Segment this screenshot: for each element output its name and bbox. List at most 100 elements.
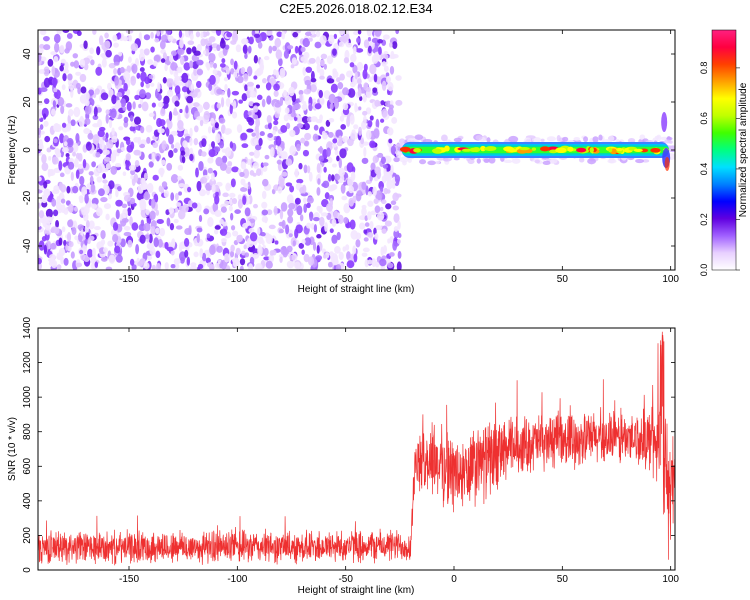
- heatmap-cell: [349, 62, 355, 68]
- heatmap-cell: [223, 200, 230, 207]
- heatmap-cell: [389, 252, 395, 257]
- heatmap-cell: [126, 101, 132, 112]
- heatmap-cell: [139, 234, 146, 244]
- heatmap-cell: [592, 136, 599, 143]
- heatmap-cell: [59, 44, 65, 54]
- heatmap-cell: [168, 54, 174, 63]
- heatmap-cell: [239, 171, 245, 178]
- heatmap-cell: [367, 191, 372, 197]
- heatmap-cell: [173, 258, 181, 265]
- heatmap-cell: [284, 95, 292, 106]
- heatmap-cell: [281, 171, 288, 177]
- heatmap-cell: [130, 169, 136, 176]
- heatmap-cell: [304, 79, 312, 86]
- heatmap-cell: [201, 138, 207, 147]
- heatmap-cell: [453, 137, 462, 143]
- heatmap-cell: [70, 251, 75, 259]
- heatmap-cell: [578, 157, 585, 163]
- heatmap-cell: [177, 120, 184, 130]
- heatmap-cell: [292, 31, 299, 38]
- heatmap-cell: [511, 158, 521, 164]
- heatmap-cell: [256, 94, 263, 101]
- heatmap-cell: [221, 238, 227, 243]
- heatmap-cell: [210, 117, 215, 124]
- heatmap-cell: [234, 209, 241, 214]
- heatmap-cell: [385, 203, 392, 210]
- heatmap-cell: [147, 59, 154, 65]
- heatmap-cell: [319, 114, 323, 122]
- heatmap-cell: [358, 126, 363, 136]
- heatmap-cell: [435, 160, 440, 165]
- heatmap-cell: [335, 264, 342, 270]
- heatmap-cell: [84, 118, 91, 125]
- heatmap-cell: [105, 213, 110, 221]
- heatmap-cell: [338, 135, 343, 144]
- heatmap-cell: [115, 254, 123, 263]
- snr-x-ticks: -150 -100 -50 0 50 100: [119, 328, 679, 585]
- heatmap-cell: [226, 32, 233, 38]
- colorbar-tick-label: 0.6: [699, 112, 709, 125]
- heatmap-cell: [280, 151, 288, 160]
- heatmap-cell: [367, 120, 373, 128]
- heatmap-cell: [281, 219, 286, 230]
- heatmap-cell: [196, 233, 200, 244]
- heatmap-cell: [219, 140, 225, 149]
- heatmap-cell: [266, 209, 273, 216]
- heatmap-cell: [179, 242, 183, 253]
- heatmap-cell: [43, 120, 49, 127]
- heatmap-cell: [67, 145, 74, 153]
- heatmap-cell: [316, 205, 321, 212]
- heatmap-cell: [661, 112, 668, 132]
- heatmap-cell: [259, 131, 265, 137]
- heatmap-cell: [320, 212, 328, 217]
- heatmap-cell: [386, 189, 391, 194]
- heatmap-cell: [608, 135, 615, 142]
- heatmap-cell: [104, 32, 109, 39]
- heatmap-cell: [161, 159, 166, 166]
- heatmap-cell: [353, 30, 360, 36]
- heatmap-cell: [319, 216, 325, 227]
- heatmap-cell: [129, 125, 136, 132]
- heatmap-cell: [391, 117, 398, 124]
- heatmap-cell: [252, 114, 259, 120]
- heatmap-cell: [125, 30, 134, 34]
- heatmap-cell: [342, 87, 349, 96]
- heatmap-cell: [131, 222, 139, 231]
- heatmap-cell: [193, 50, 201, 56]
- heatmap-cell: [333, 210, 339, 219]
- heatmap-cell: [273, 120, 279, 126]
- heatmap-cell: [261, 190, 267, 200]
- heatmap-cell: [395, 75, 402, 81]
- heatmap-cell: [355, 48, 364, 53]
- heatmap-cell: [326, 78, 335, 84]
- heatmap-cell: [346, 162, 354, 173]
- heatmap-cell: [118, 126, 124, 131]
- heatmap-cell: [255, 30, 260, 35]
- heatmap-peak: [461, 148, 472, 152]
- heatmap-cell: [286, 245, 293, 253]
- heatmap-cell: [209, 74, 216, 86]
- heatmap-cell: [252, 252, 260, 259]
- heatmap-cell: [205, 31, 210, 36]
- heatmap-cell: [112, 234, 119, 243]
- heatmap-cell: [380, 156, 386, 165]
- heatmap-cell: [192, 102, 200, 107]
- colorbar-scale: [711, 29, 737, 271]
- heatmap-cell: [160, 58, 166, 63]
- heatmap-cell: [145, 209, 150, 216]
- heatmap-cell: [664, 157, 670, 171]
- heatmap-cell: [363, 39, 370, 49]
- heatmap-cell: [214, 194, 220, 205]
- x-tick-label: -100: [227, 274, 247, 285]
- heatmap-cell: [141, 101, 149, 112]
- heatmap-cell: [38, 69, 45, 74]
- heatmap-cell: [275, 135, 282, 147]
- heatmap-cell: [253, 149, 260, 159]
- heatmap-cell: [407, 157, 412, 163]
- heatmap-cell: [214, 225, 221, 230]
- x-tick-label: -100: [227, 574, 247, 585]
- heatmap-cell: [205, 257, 211, 264]
- heatmap-cell: [38, 210, 45, 219]
- heatmap-cell: [310, 84, 317, 92]
- y-tick-label: -40: [22, 238, 33, 253]
